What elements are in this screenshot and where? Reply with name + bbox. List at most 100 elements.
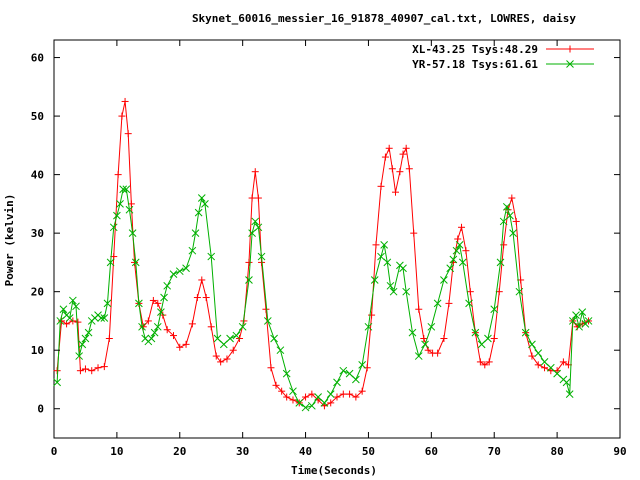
data-point: [144, 317, 152, 325]
data-point: [122, 185, 131, 194]
data-point: [301, 403, 310, 412]
data-point: [446, 264, 455, 273]
data-point: [248, 194, 256, 202]
data-point: [509, 229, 517, 238]
data-point: [540, 358, 549, 366]
data-point: [433, 299, 442, 308]
data-point: [160, 293, 168, 302]
data-point: [512, 217, 520, 225]
data-point: [201, 200, 209, 208]
y-tick-label: 20: [31, 286, 44, 299]
data-point: [219, 340, 228, 349]
y-axis-label: Power (kelvin): [3, 194, 16, 287]
data-point: [157, 308, 165, 317]
data-point: [559, 358, 567, 366]
data-point: [69, 296, 77, 305]
data-point: [76, 367, 84, 375]
data-point: [440, 335, 448, 342]
legend: XL-43.25 Tsys:48.29 YR-57.18 Tsys:61.61: [412, 43, 594, 71]
data-point: [339, 390, 347, 398]
data-point: [445, 299, 453, 307]
data-point: [420, 335, 428, 342]
data-point: [121, 97, 129, 105]
data-point: [188, 320, 196, 328]
data-point: [370, 276, 379, 284]
data-point: [109, 223, 118, 232]
x-tick-label: 0: [51, 445, 58, 458]
data-point: [352, 375, 360, 384]
data-point: [169, 332, 177, 340]
data-point: [452, 246, 461, 255]
data-point: [484, 334, 492, 343]
data-point: [59, 305, 68, 314]
data-point: [578, 308, 587, 317]
data-point: [147, 334, 156, 343]
data-point: [320, 399, 329, 407]
data-point: [477, 340, 486, 349]
data-point: [380, 240, 389, 249]
data-point: [462, 247, 470, 255]
data-point: [257, 252, 266, 261]
data-point: [125, 205, 134, 214]
data-point: [521, 328, 530, 337]
data-point: [302, 393, 310, 401]
data-point: [333, 393, 341, 401]
x-tick-label: 90: [613, 445, 626, 458]
x-tick-label: 30: [236, 445, 249, 458]
y-tick-label: 0: [37, 403, 44, 416]
x-tick-label: 50: [362, 445, 375, 458]
data-point: [471, 328, 480, 337]
data-point: [415, 305, 423, 313]
x-tick-label: 40: [299, 445, 312, 458]
data-point: [128, 229, 137, 238]
data-point: [414, 352, 423, 360]
data-point: [440, 276, 448, 284]
data-point: [402, 144, 410, 152]
data-point: [56, 317, 65, 325]
data-point: [191, 229, 200, 238]
data-point: [194, 208, 203, 217]
data-point: [368, 311, 376, 319]
data-point: [372, 241, 380, 249]
data-point: [198, 276, 206, 284]
data-point: [408, 328, 417, 337]
data-point: [377, 252, 385, 261]
data-point: [339, 366, 348, 375]
data-point: [496, 258, 505, 267]
data-point: [345, 369, 354, 378]
data-point: [352, 393, 360, 401]
data-point: [106, 258, 115, 267]
data-point: [254, 223, 263, 232]
data-point: [465, 299, 473, 308]
data-point: [500, 241, 508, 249]
data-point: [562, 378, 571, 387]
data-point: [358, 387, 366, 395]
data-point: [399, 264, 407, 273]
data-point: [307, 401, 316, 410]
data-point: [169, 270, 178, 278]
data-point: [135, 299, 143, 308]
data-point: [182, 340, 190, 348]
x-axis-ticks: 0 10 20 30 40 50 60 70 80 90: [51, 40, 627, 458]
data-point: [74, 318, 82, 326]
data-point: [182, 264, 190, 273]
data-point: [232, 331, 241, 340]
data-point: [251, 168, 259, 176]
data-point: [575, 322, 583, 331]
data-point: [314, 393, 322, 401]
data-point: [515, 287, 524, 296]
data-point: [248, 229, 256, 238]
data-point: [381, 153, 389, 161]
data-point: [572, 311, 580, 319]
data-point: [81, 365, 89, 373]
data-point: [283, 393, 291, 401]
data-point: [358, 360, 367, 369]
x-tick-label: 80: [550, 445, 563, 458]
data-point: [346, 390, 354, 398]
data-point: [553, 369, 561, 378]
data-point: [212, 352, 220, 360]
data-point: [528, 340, 536, 349]
data-point: [327, 399, 335, 407]
data-point: [131, 258, 140, 267]
